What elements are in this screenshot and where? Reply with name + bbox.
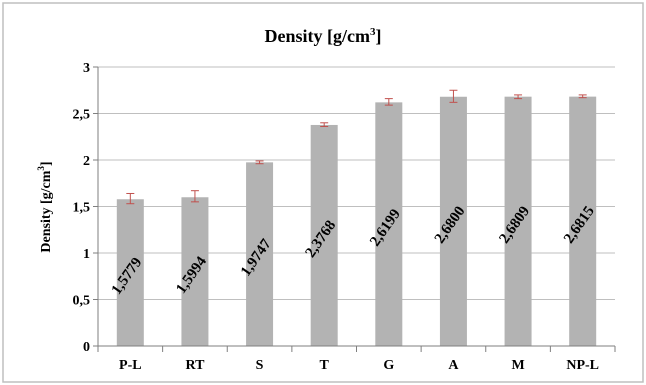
error-bar xyxy=(190,190,199,203)
y-tick-label: 0 xyxy=(83,340,90,355)
error-bars xyxy=(126,89,587,205)
error-bar xyxy=(578,94,587,99)
bar xyxy=(246,162,274,346)
error-bar xyxy=(255,160,264,165)
error-bar xyxy=(126,192,135,205)
bar xyxy=(310,124,338,346)
error-bar xyxy=(514,94,523,100)
y-tick-label: 1,5 xyxy=(73,201,91,216)
bar xyxy=(116,199,144,346)
x-tick-label: P-L xyxy=(119,358,142,373)
bar xyxy=(375,102,403,346)
y-tick-label: 3 xyxy=(83,61,90,76)
x-tick-label: NP-L xyxy=(566,358,599,373)
svg-text:Density [g/cm3]: Density [g/cm3] xyxy=(36,161,54,252)
x-tick-label: M xyxy=(511,358,524,373)
y-axis-label: Density [g/cm3] xyxy=(36,161,54,252)
x-axis: P-L RT S T G A M NP-L xyxy=(97,345,616,373)
y-tick-label: 2 xyxy=(83,154,90,169)
x-tick-label: RT xyxy=(185,358,205,373)
error-bar xyxy=(449,89,458,103)
chart-title: Density [g/cm3] xyxy=(265,26,382,46)
bars xyxy=(116,96,597,346)
error-bar xyxy=(320,122,329,128)
bar xyxy=(504,96,532,346)
y-axis: 0 0,5 1 1,5 2 2,5 3 xyxy=(73,61,99,355)
x-tick-label: G xyxy=(383,358,394,373)
x-tick-label: A xyxy=(448,358,459,373)
bar xyxy=(181,197,209,346)
error-bar xyxy=(384,98,393,106)
bar xyxy=(569,96,597,346)
y-tick-label: 0,5 xyxy=(73,294,91,309)
x-tick-label: S xyxy=(256,358,264,373)
y-tick-label: 2,5 xyxy=(73,108,91,123)
y-tick-label: 1 xyxy=(83,247,90,262)
bar xyxy=(439,96,467,346)
x-tick-label: T xyxy=(320,358,330,373)
